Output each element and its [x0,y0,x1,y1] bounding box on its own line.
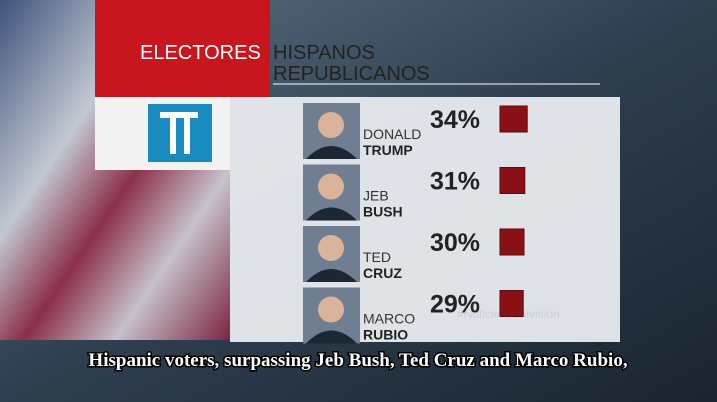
value-label: 31% [430,168,480,196]
photo-suit [306,207,357,221]
title-box [95,0,270,97]
photo-suit [306,330,357,344]
value-label: 30% [430,229,480,257]
title: REPUBLICANOS [273,63,430,85]
chart-panel [230,97,620,342]
bar [499,167,526,194]
candidate-last-name: RUBIO [363,327,408,343]
value-label: 34% [430,106,480,134]
candidate-first-name: MARCO [363,311,415,327]
candidate-first-name: TED [363,249,391,265]
photo-face [318,235,344,261]
caption: Hispanic voters, surpassing Jeb Bush, Te… [88,350,627,371]
photo-suit [306,269,357,282]
photo-face [318,296,344,323]
logo-glyph [160,112,198,154]
photo-face [318,112,344,138]
bar [499,105,528,133]
bar [499,228,525,256]
title: HISPANOS [273,42,375,64]
photo-suit [306,146,357,159]
value-label: 29% [430,291,480,319]
candidate-first-name: JEB [363,188,389,204]
candidate-last-name: TRUMP [363,142,413,158]
title-highlight: ELECTORES [140,42,261,64]
candidate-first-name: DONALD [363,126,421,142]
candidate-last-name: CRUZ [363,265,402,281]
photo-face [318,173,344,200]
candidate-last-name: BUSH [363,204,403,220]
bar [499,290,524,317]
